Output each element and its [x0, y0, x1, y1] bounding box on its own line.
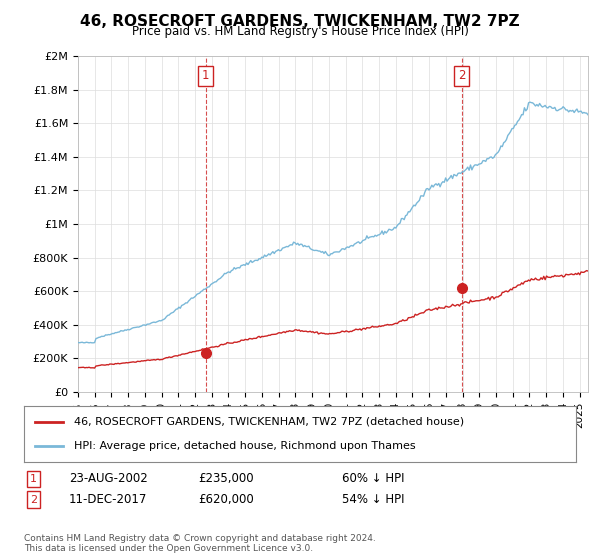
Text: 23-AUG-2002: 23-AUG-2002 — [69, 472, 148, 486]
Text: Contains HM Land Registry data © Crown copyright and database right 2024.
This d: Contains HM Land Registry data © Crown c… — [24, 534, 376, 553]
Text: 11-DEC-2017: 11-DEC-2017 — [69, 493, 148, 506]
Text: 2: 2 — [458, 69, 466, 82]
Text: 1: 1 — [202, 69, 209, 82]
Text: 60% ↓ HPI: 60% ↓ HPI — [342, 472, 404, 486]
Text: HPI: Average price, detached house, Richmond upon Thames: HPI: Average price, detached house, Rich… — [74, 441, 415, 451]
Text: 46, ROSECROFT GARDENS, TWICKENHAM, TW2 7PZ (detached house): 46, ROSECROFT GARDENS, TWICKENHAM, TW2 7… — [74, 417, 464, 427]
Text: 2: 2 — [30, 494, 37, 505]
Text: 1: 1 — [30, 474, 37, 484]
Text: £620,000: £620,000 — [198, 493, 254, 506]
Text: Price paid vs. HM Land Registry's House Price Index (HPI): Price paid vs. HM Land Registry's House … — [131, 25, 469, 38]
Text: 54% ↓ HPI: 54% ↓ HPI — [342, 493, 404, 506]
Text: £235,000: £235,000 — [198, 472, 254, 486]
Text: 46, ROSECROFT GARDENS, TWICKENHAM, TW2 7PZ: 46, ROSECROFT GARDENS, TWICKENHAM, TW2 7… — [80, 14, 520, 29]
